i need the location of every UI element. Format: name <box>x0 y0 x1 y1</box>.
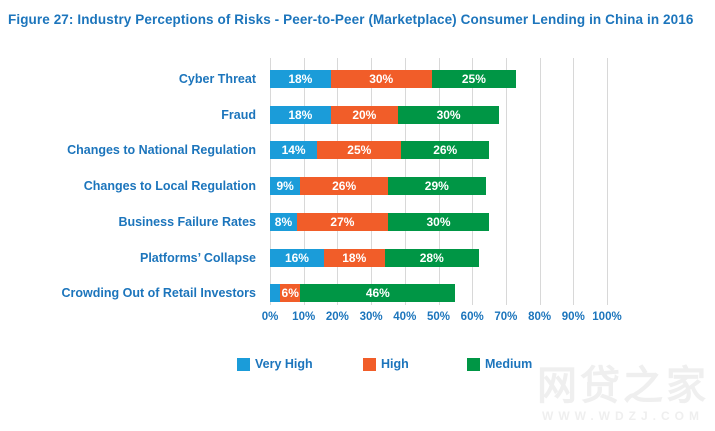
bar-row: 18% 30% 25% <box>270 70 516 88</box>
legend-item-medium: Medium <box>467 356 532 372</box>
legend-swatch <box>363 357 376 371</box>
category-label: Changes to National Regulation <box>67 143 256 157</box>
bar-segment-high: 27% <box>296 213 388 231</box>
legend-item-very-high: Very High <box>237 356 313 372</box>
bar-row: 8% 27% 30% <box>270 213 490 231</box>
legend-label: Very High <box>255 357 313 371</box>
category-label: Fraud <box>221 108 256 122</box>
bar-segment-very-high: 9% <box>270 177 301 195</box>
bar-row: 9% 26% 29% <box>270 177 486 195</box>
gridline <box>539 58 541 305</box>
category-label: Crowding Out of Retail Investors <box>61 286 256 300</box>
x-axis-tick-label: 10% <box>292 311 316 323</box>
bar-segment-high: 6% <box>280 284 301 302</box>
bar-segment-high: 18% <box>323 249 385 267</box>
bar-segment-very-high: 18% <box>270 106 331 124</box>
bar-segment-medium: 46% <box>300 284 456 302</box>
x-axis-tick-label: 20% <box>325 311 349 323</box>
x-axis-tick-label: 90% <box>561 311 585 323</box>
bar-segment-high: 25% <box>317 141 402 159</box>
bar-segment-very-high: 16% <box>270 249 324 267</box>
bar-segment-very-high <box>270 284 281 302</box>
bar-segment-very-high: 14% <box>270 141 318 159</box>
category-label: Business Failure Rates <box>118 215 256 229</box>
gridline <box>505 58 507 305</box>
x-axis-tick-label: 70% <box>494 311 518 323</box>
bar-segment-medium: 26% <box>401 141 490 159</box>
bar-segment-very-high: 18% <box>270 70 331 88</box>
legend-label: Medium <box>485 357 533 371</box>
x-axis-tick-label: 30% <box>359 311 383 323</box>
x-axis-tick-label: 60% <box>460 311 484 323</box>
gridline <box>573 58 575 305</box>
x-axis-tick-label: 100% <box>592 311 622 323</box>
bar-row: 16% 18% 28% <box>270 249 479 267</box>
watermark-url: WWW.WDZJ.COM <box>542 409 704 423</box>
bar-segment-medium: 28% <box>384 249 479 267</box>
bar-segment-high: 26% <box>300 177 388 195</box>
figure-title: Figure 27: Industry Perceptions of Risks… <box>8 12 694 27</box>
category-label: Platforms’ Collapse <box>139 251 256 265</box>
bar-segment-medium: 25% <box>431 70 516 88</box>
legend-swatch <box>467 357 480 371</box>
legend-item-high: High <box>363 356 409 372</box>
x-axis-tick-label: 40% <box>393 311 417 323</box>
watermark-brand: 网贷之家 <box>537 364 709 408</box>
bar-segment-medium: 30% <box>387 213 490 231</box>
bar-segment-high: 30% <box>330 70 432 88</box>
bar-segment-very-high: 8% <box>270 213 297 231</box>
bar-row: 6% 46% <box>270 284 456 302</box>
x-axis-tick-label: 50% <box>426 311 451 323</box>
category-label: Changes to Local Regulation <box>83 179 256 193</box>
bar-segment-medium: 30% <box>398 106 500 124</box>
legend-swatch <box>237 357 250 371</box>
bar-row: 14% 25% 26% <box>270 141 490 159</box>
bar-segment-medium: 29% <box>387 177 486 195</box>
category-label: Cyber Threat <box>178 72 256 86</box>
bar-segment-high: 20% <box>330 106 399 124</box>
bar-row: 18% 20% 30% <box>270 106 500 124</box>
x-axis-tick-label: 80% <box>528 311 552 323</box>
legend-label: High <box>381 357 409 371</box>
x-axis-tick-label: 0% <box>261 311 279 323</box>
gridline <box>607 58 608 305</box>
watermark: 网贷之家 WWW.WDZJ.COM <box>537 365 709 423</box>
